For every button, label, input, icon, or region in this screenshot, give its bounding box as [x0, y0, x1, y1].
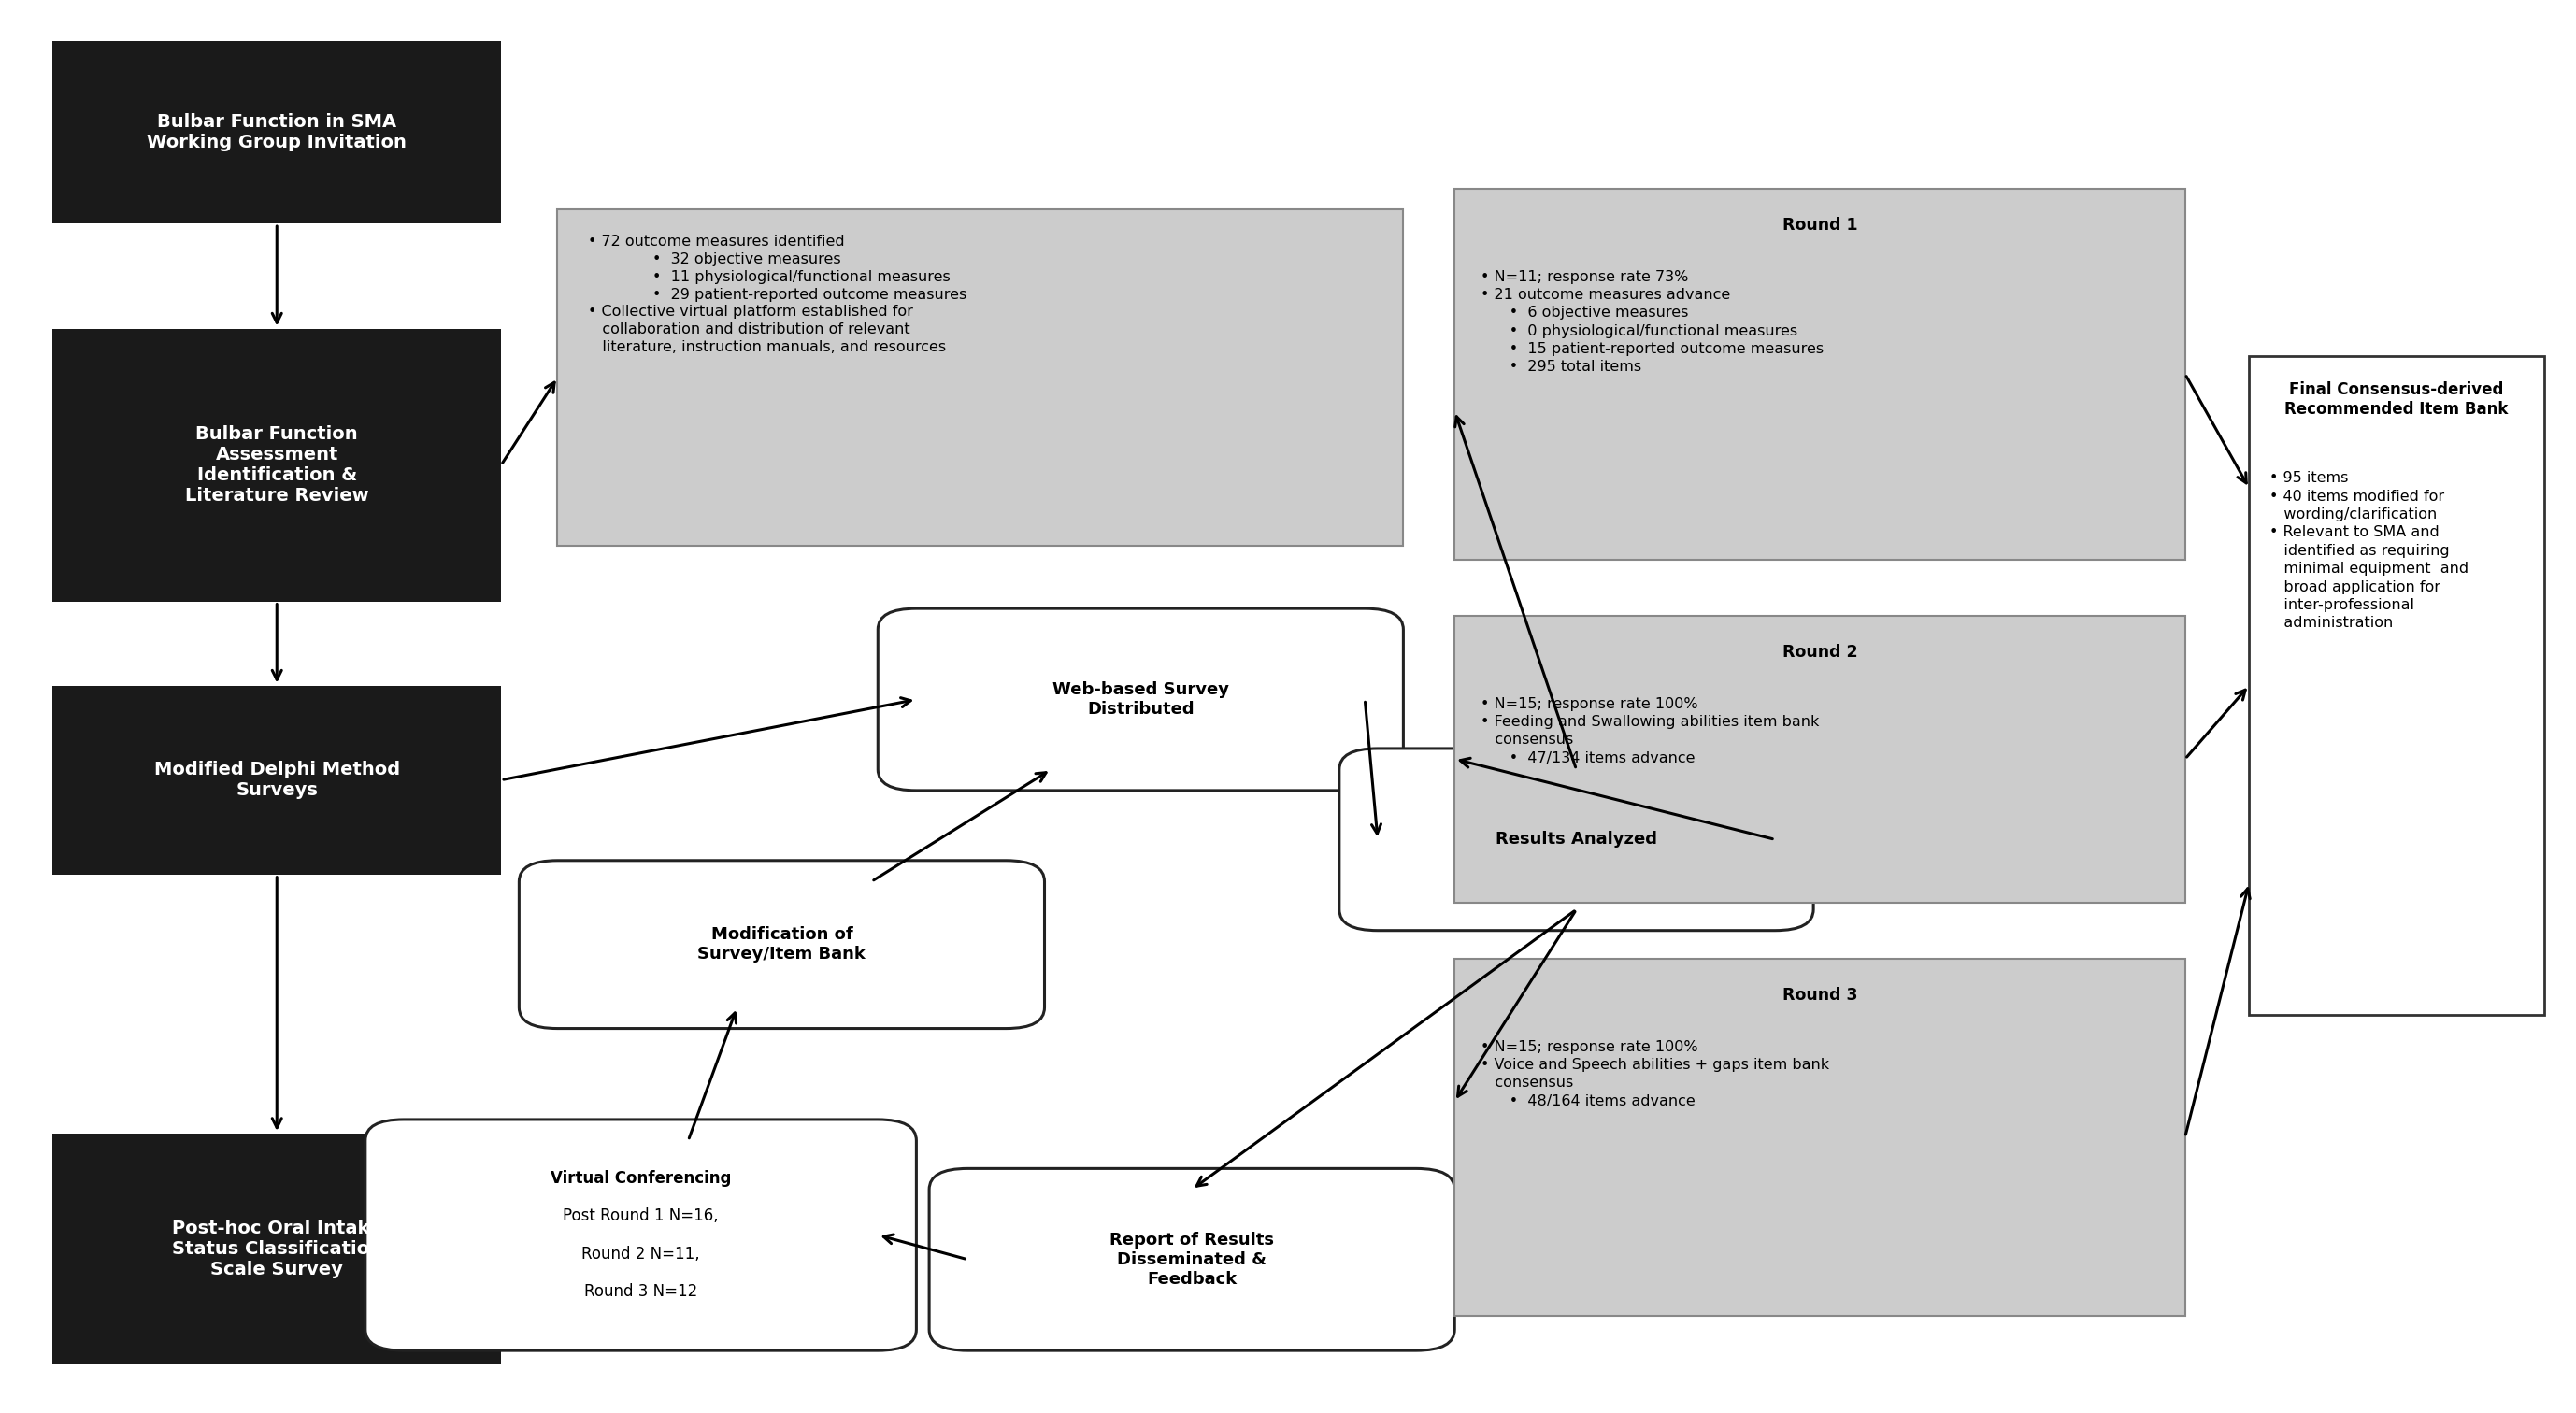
Text: Post-hoc Oral Intake
Status Classification
Scale Survey: Post-hoc Oral Intake Status Classificati…: [173, 1219, 381, 1279]
FancyBboxPatch shape: [930, 1169, 1455, 1351]
Text: •  48/164 items advance: • 48/164 items advance: [1481, 1094, 1695, 1108]
Text: • N=15; response rate 100%: • N=15; response rate 100%: [1481, 1040, 1698, 1054]
FancyBboxPatch shape: [1455, 188, 2184, 560]
Text: • N=11; response rate 73%: • N=11; response rate 73%: [1481, 270, 1687, 284]
FancyBboxPatch shape: [52, 41, 502, 223]
Text: Round 3: Round 3: [1783, 986, 1857, 1003]
Text: Web-based Survey
Distributed: Web-based Survey Distributed: [1054, 681, 1229, 718]
FancyBboxPatch shape: [52, 685, 502, 875]
Text: •  295 total items: • 295 total items: [1481, 360, 1641, 374]
Text: • Collective virtual platform established for: • Collective virtual platform establishe…: [587, 305, 914, 319]
Text: • Relevant to SMA and: • Relevant to SMA and: [2269, 526, 2439, 540]
FancyBboxPatch shape: [366, 1119, 917, 1351]
Text: collaboration and distribution of relevant: collaboration and distribution of releva…: [587, 322, 909, 336]
Text: Modification of
Survey/Item Bank: Modification of Survey/Item Bank: [698, 927, 866, 962]
Text: • Voice and Speech abilities + gaps item bank: • Voice and Speech abilities + gaps item…: [1481, 1058, 1829, 1072]
Text: • 21 outcome measures advance: • 21 outcome measures advance: [1481, 288, 1731, 302]
FancyBboxPatch shape: [1455, 958, 2184, 1316]
Text: minimal equipment  and: minimal equipment and: [2269, 562, 2468, 577]
Text: Round 2: Round 2: [1783, 643, 1857, 660]
Text: Results Analyzed: Results Analyzed: [1497, 831, 1656, 848]
Text: consensus: consensus: [1481, 733, 1574, 747]
Text: •  0 physiological/functional measures: • 0 physiological/functional measures: [1481, 324, 1798, 338]
Text: Round 3 N=12: Round 3 N=12: [585, 1283, 698, 1300]
Text: •  11 physiological/functional measures: • 11 physiological/functional measures: [652, 270, 951, 284]
Text: • Feeding and Swallowing abilities item bank: • Feeding and Swallowing abilities item …: [1481, 715, 1819, 729]
Text: •  47/134 items advance: • 47/134 items advance: [1481, 750, 1695, 764]
Text: Post Round 1 N=16,: Post Round 1 N=16,: [564, 1208, 719, 1225]
Text: • 72 outcome measures identified: • 72 outcome measures identified: [587, 235, 845, 249]
FancyBboxPatch shape: [878, 609, 1404, 790]
Text: •  29 patient-reported outcome measures: • 29 patient-reported outcome measures: [652, 287, 966, 301]
Text: Virtual Conferencing: Virtual Conferencing: [551, 1170, 732, 1187]
Text: Bulbar Function in SMA
Working Group Invitation: Bulbar Function in SMA Working Group Inv…: [147, 113, 407, 151]
FancyBboxPatch shape: [1455, 616, 2184, 903]
FancyBboxPatch shape: [2249, 356, 2545, 1015]
Text: administration: administration: [2269, 616, 2393, 630]
FancyBboxPatch shape: [52, 328, 502, 602]
FancyBboxPatch shape: [520, 861, 1043, 1029]
Text: broad application for: broad application for: [2269, 579, 2439, 593]
Text: Report of Results
Disseminated &
Feedback: Report of Results Disseminated & Feedbac…: [1110, 1232, 1275, 1287]
Text: literature, instruction manuals, and resources: literature, instruction manuals, and res…: [587, 341, 945, 355]
Text: Bulbar Function
Assessment
Identification &
Literature Review: Bulbar Function Assessment Identificatio…: [185, 425, 368, 504]
Text: • 95 items: • 95 items: [2269, 472, 2349, 485]
Text: Round 2 N=11,: Round 2 N=11,: [582, 1245, 701, 1262]
Text: •  15 patient-reported outcome measures: • 15 patient-reported outcome measures: [1481, 342, 1824, 356]
Text: consensus: consensus: [1481, 1075, 1574, 1089]
Text: • N=15; response rate 100%: • N=15; response rate 100%: [1481, 697, 1698, 711]
Text: Round 1: Round 1: [1783, 216, 1857, 233]
Text: identified as requiring: identified as requiring: [2269, 544, 2450, 558]
Text: inter-professional: inter-professional: [2269, 598, 2414, 612]
Text: Final Consensus-derived
Recommended Item Bank: Final Consensus-derived Recommended Item…: [2285, 382, 2509, 418]
FancyBboxPatch shape: [556, 209, 1404, 545]
Text: • 40 items modified for: • 40 items modified for: [2269, 489, 2445, 503]
Text: •  6 objective measures: • 6 objective measures: [1481, 305, 1687, 319]
Text: •  32 objective measures: • 32 objective measures: [652, 253, 840, 266]
Text: Modified Delphi Method
Surveys: Modified Delphi Method Surveys: [155, 760, 399, 800]
Text: wording/clarification: wording/clarification: [2269, 507, 2437, 521]
FancyBboxPatch shape: [52, 1133, 502, 1365]
FancyBboxPatch shape: [1340, 749, 1814, 931]
